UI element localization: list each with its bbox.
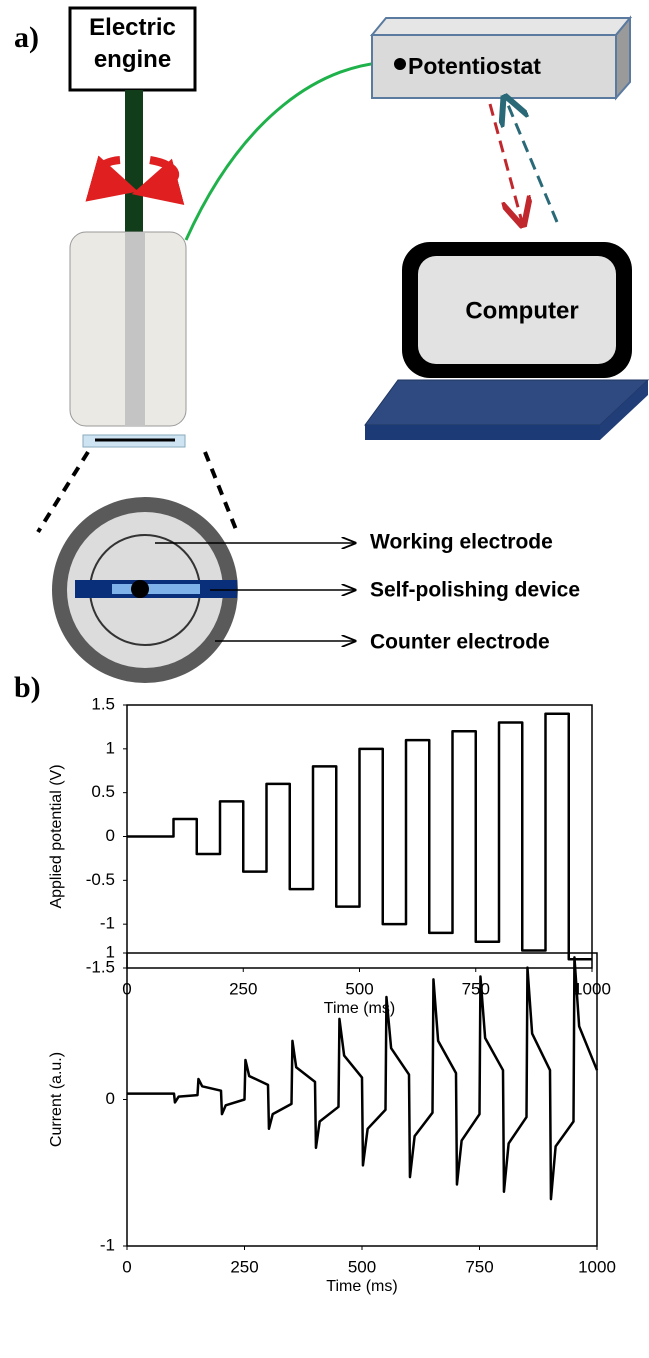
box-top — [372, 18, 630, 35]
part-label: Working electrode — [370, 531, 553, 554]
polisher-arm — [112, 584, 200, 594]
y-tick-label: -1 — [100, 914, 115, 933]
data-arrow — [506, 100, 557, 222]
panel-label: a) — [14, 21, 39, 54]
x-tick-label: 0 — [122, 1257, 131, 1276]
y-tick-label: 1.5 — [91, 694, 115, 713]
center-dot — [131, 580, 149, 598]
y-tick-label: 1 — [106, 738, 115, 757]
figure: a) Working electrode Self-polishing devi… — [0, 0, 649, 1358]
connector — [394, 58, 406, 70]
x-tick-label: 250 — [229, 979, 257, 998]
keyboard — [365, 380, 648, 425]
part-label: Counter electrode — [370, 631, 550, 654]
x-tick-label: 750 — [462, 979, 490, 998]
zoom-line — [38, 452, 88, 532]
panel-label: b) — [14, 671, 41, 704]
y-tick-label: 1 — [106, 942, 115, 961]
y-tick-label: 0 — [106, 1089, 115, 1108]
shaft-core — [125, 232, 145, 426]
page: a) Working electrode Self-polishing devi… — [0, 0, 649, 1358]
part-label: Self-polishing device — [370, 579, 580, 602]
x-tick-label: 500 — [348, 1257, 376, 1276]
x-tick-label: 1000 — [578, 1257, 616, 1276]
y-tick-label: 0.5 — [91, 782, 115, 801]
device-label: Computer — [465, 297, 578, 324]
x-tick-label: 500 — [345, 979, 373, 998]
y-tick-label: 0 — [106, 826, 115, 845]
zoom-line — [205, 452, 237, 532]
y-tick-label: -0.5 — [86, 870, 115, 889]
x-tick-label: 750 — [465, 1257, 493, 1276]
series-line — [127, 714, 592, 959]
rotation-arrow — [99, 160, 120, 185]
shaft — [125, 90, 143, 235]
rotation-arrow — [150, 160, 175, 188]
y-axis-label: Current (a.u.) — [48, 1052, 65, 1147]
keyboard-edge — [365, 425, 600, 440]
x-tick-label: 250 — [230, 1257, 258, 1276]
x-axis-label: Time (ms) — [326, 1278, 397, 1295]
wire — [186, 62, 400, 240]
data-arrow — [490, 104, 522, 222]
y-axis-label: Applied potential (V) — [48, 764, 65, 908]
x-axis-label: Time (ms) — [324, 1000, 395, 1017]
engine-label: Electric engine — [72, 12, 193, 76]
x-tick-label: 1000 — [573, 979, 611, 998]
device-label: Potentiostat — [408, 53, 541, 79]
y-tick-label: -1 — [100, 1235, 115, 1254]
